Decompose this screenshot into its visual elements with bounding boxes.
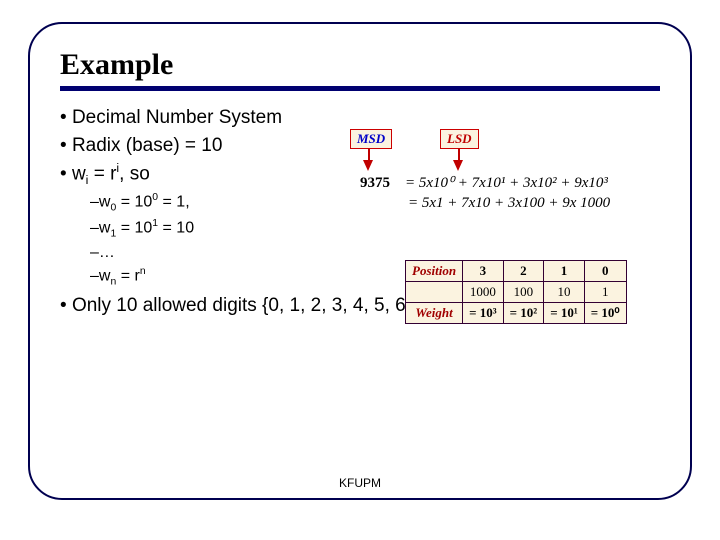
content-area: • Decimal Number System • Radix (base) =… xyxy=(60,105,660,319)
wi-w: w xyxy=(72,164,86,185)
bullet-decimal-text: Decimal Number System xyxy=(72,107,282,128)
table-row: Position 3 2 1 0 xyxy=(406,261,627,282)
w1-a: w xyxy=(99,219,111,236)
cell-w2: = 10² xyxy=(503,303,544,324)
w0-c: = 1, xyxy=(158,193,190,210)
lsd-label: LSD xyxy=(447,131,472,146)
footer-text: KFUPM xyxy=(339,476,381,490)
cell-v100: 100 xyxy=(503,282,544,303)
position-weight-table: Position 3 2 1 0 1000 100 10 1 Weight = … xyxy=(405,260,627,324)
bullet-decimal: • Decimal Number System xyxy=(60,105,660,131)
eq-rhs2: = 5x1 + 7x10 + 3x100 + 9x 1000 xyxy=(408,195,610,211)
table-row: Weight = 10³ = 10² = 10¹ = 10⁰ xyxy=(406,303,627,324)
wi-mid: = r xyxy=(88,164,116,185)
eq-line-1: 9375 = 5x10⁰ + 7x10¹ + 3x10² + 9x10³ xyxy=(360,173,610,192)
bullet-radix-text: Radix (base) = 10 xyxy=(72,135,223,156)
lsd-label-box: LSD xyxy=(440,129,479,149)
eq-line-2: = 5x1 + 7x10 + 3x100 + 9x 1000 xyxy=(360,195,610,212)
equation-block: 9375 = 5x10⁰ + 7x10¹ + 3x10² + 9x10³ = 5… xyxy=(360,173,610,215)
w1-c: = 10 xyxy=(158,219,194,236)
cell-w0: = 10⁰ xyxy=(584,303,626,324)
eq-lhs: 9375 xyxy=(360,175,390,191)
msd-label: MSD xyxy=(357,131,385,146)
sub-w1: –w1 = 101 = 10 xyxy=(90,217,660,242)
w0-a: w xyxy=(99,193,111,210)
cell-weight-hdr: Weight xyxy=(406,303,463,324)
cell-w1: = 10¹ xyxy=(544,303,585,324)
cell-blank xyxy=(406,282,463,303)
w1-b: = 10 xyxy=(116,219,152,236)
table-row: 1000 100 10 1 xyxy=(406,282,627,303)
cell-position-hdr: Position xyxy=(406,261,463,282)
wi-tail: , so xyxy=(119,164,150,185)
msd-label-box: MSD xyxy=(350,129,392,149)
cell-w3: = 10³ xyxy=(463,303,504,324)
eq-rhs1: = 5x10⁰ + 7x10¹ + 3x10² + 9x10³ xyxy=(405,175,608,191)
wn-a: w xyxy=(99,267,111,284)
cell-p2: 2 xyxy=(503,261,544,282)
cell-p0: 0 xyxy=(584,261,626,282)
slide-frame: Example • Decimal Number System • Radix … xyxy=(28,22,692,500)
dots-text: … xyxy=(99,244,115,261)
w0-b: = 10 xyxy=(116,193,152,210)
footer: KFUPM xyxy=(30,476,690,490)
wn-b: = r xyxy=(116,267,140,284)
cell-p1: 1 xyxy=(544,261,585,282)
title-underline xyxy=(60,86,660,91)
wn-sup: n xyxy=(140,266,146,277)
cell-v10: 10 xyxy=(544,282,585,303)
cell-v1000: 1000 xyxy=(463,282,504,303)
lsd-arrow-head xyxy=(453,160,463,171)
msd-arrow-head xyxy=(363,160,373,171)
slide-title: Example xyxy=(60,48,660,82)
cell-p3: 3 xyxy=(463,261,504,282)
cell-v1: 1 xyxy=(584,282,626,303)
